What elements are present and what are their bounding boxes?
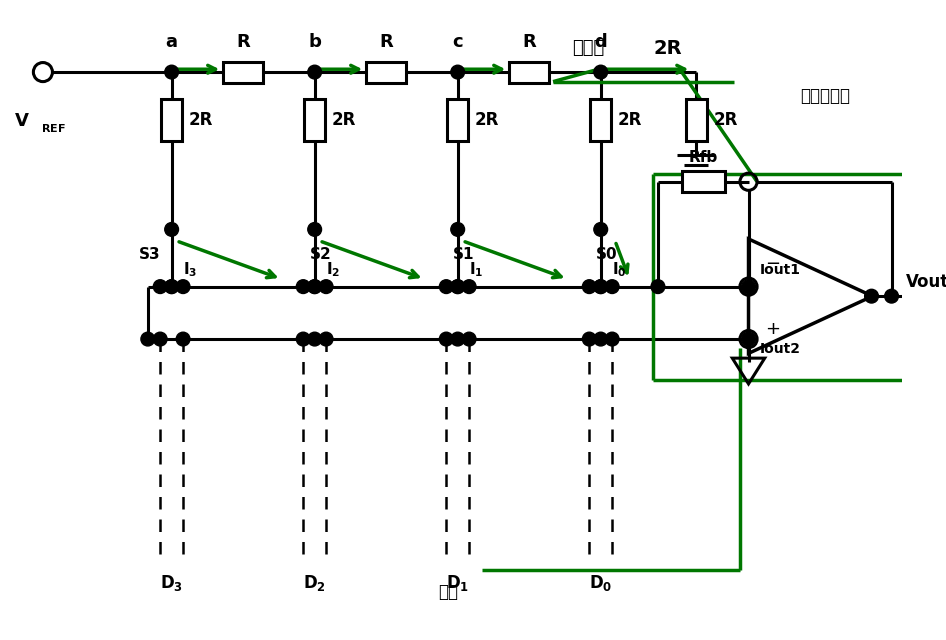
Circle shape — [583, 332, 596, 346]
Circle shape — [594, 280, 607, 294]
Circle shape — [594, 332, 607, 346]
Text: S2: S2 — [310, 246, 332, 262]
Circle shape — [176, 332, 190, 346]
Text: Iout2: Iout2 — [760, 342, 801, 356]
Circle shape — [319, 280, 333, 294]
Circle shape — [176, 280, 190, 294]
Text: 2R: 2R — [189, 111, 213, 129]
Text: c: c — [452, 33, 463, 51]
Circle shape — [451, 223, 464, 236]
Text: $\mathbf{I_3}$: $\mathbf{I_3}$ — [184, 260, 198, 279]
Circle shape — [885, 289, 899, 303]
Text: d: d — [594, 33, 607, 51]
Text: 2R: 2R — [713, 111, 738, 129]
Text: $\mathbf{REF}$: $\mathbf{REF}$ — [41, 122, 66, 134]
Circle shape — [165, 65, 179, 79]
Circle shape — [451, 332, 464, 346]
Circle shape — [742, 332, 756, 346]
Text: 2R: 2R — [475, 111, 499, 129]
Bar — [682, 172, 725, 192]
Text: 2R: 2R — [653, 39, 682, 58]
Text: S0: S0 — [596, 246, 618, 262]
Circle shape — [296, 280, 310, 294]
Text: $\mathbf{D_0}$: $\mathbf{D_0}$ — [589, 573, 612, 593]
Circle shape — [165, 280, 179, 294]
Text: $\mathbf{I_1}$: $\mathbf{I_1}$ — [469, 260, 483, 279]
Text: $-$: $-$ — [764, 253, 780, 271]
Circle shape — [594, 223, 607, 236]
Bar — [161, 99, 183, 141]
Text: Iout1: Iout1 — [760, 263, 801, 277]
Circle shape — [141, 332, 154, 346]
Text: R: R — [522, 33, 536, 51]
Circle shape — [307, 223, 322, 236]
Circle shape — [307, 65, 322, 79]
Circle shape — [451, 280, 464, 294]
Circle shape — [439, 332, 453, 346]
Text: 2R: 2R — [618, 111, 642, 129]
Text: S3: S3 — [138, 246, 160, 262]
Bar — [366, 61, 406, 83]
Text: a: a — [166, 33, 178, 51]
Bar — [447, 99, 468, 141]
Circle shape — [605, 332, 619, 346]
Bar — [509, 61, 550, 83]
Text: $\mathbf{I_2}$: $\mathbf{I_2}$ — [326, 260, 341, 279]
Text: Rfb: Rfb — [689, 150, 718, 164]
Text: b: b — [308, 33, 321, 51]
Circle shape — [451, 280, 464, 294]
Circle shape — [594, 280, 607, 294]
Circle shape — [153, 332, 167, 346]
Circle shape — [296, 332, 310, 346]
Text: R: R — [236, 33, 250, 51]
Bar — [590, 99, 611, 141]
Circle shape — [463, 280, 476, 294]
Circle shape — [583, 280, 596, 294]
Circle shape — [594, 65, 607, 79]
Circle shape — [742, 280, 756, 294]
Text: $\mathbf{V}$: $\mathbf{V}$ — [14, 112, 30, 130]
Text: Vout: Vout — [906, 273, 946, 291]
Text: R: R — [379, 33, 393, 51]
Circle shape — [307, 280, 322, 294]
Text: $\mathbf{D_3}$: $\mathbf{D_3}$ — [160, 573, 184, 593]
Circle shape — [605, 280, 619, 294]
Circle shape — [165, 223, 179, 236]
Text: 2R: 2R — [332, 111, 357, 129]
Text: S1: S1 — [453, 246, 475, 262]
Circle shape — [153, 280, 167, 294]
Circle shape — [865, 289, 879, 303]
Text: $\mathbf{D_1}$: $\mathbf{D_1}$ — [447, 573, 469, 593]
Text: $\mathbf{I_0}$: $\mathbf{I_0}$ — [612, 260, 627, 279]
Text: 阻抗＝: 阻抗＝ — [572, 39, 604, 57]
Bar — [305, 99, 325, 141]
Circle shape — [651, 280, 665, 294]
Text: $\mathbf{D_2}$: $\mathbf{D_2}$ — [303, 573, 326, 593]
Bar — [686, 99, 707, 141]
Text: 运算放大器: 运算放大器 — [799, 88, 850, 106]
Circle shape — [463, 332, 476, 346]
Circle shape — [451, 65, 464, 79]
Circle shape — [165, 280, 179, 294]
Text: $+$: $+$ — [764, 319, 780, 337]
Text: 虚地: 虚地 — [438, 583, 458, 601]
Circle shape — [319, 332, 333, 346]
Circle shape — [439, 280, 453, 294]
Circle shape — [307, 332, 322, 346]
Circle shape — [307, 280, 322, 294]
Bar — [223, 61, 263, 83]
